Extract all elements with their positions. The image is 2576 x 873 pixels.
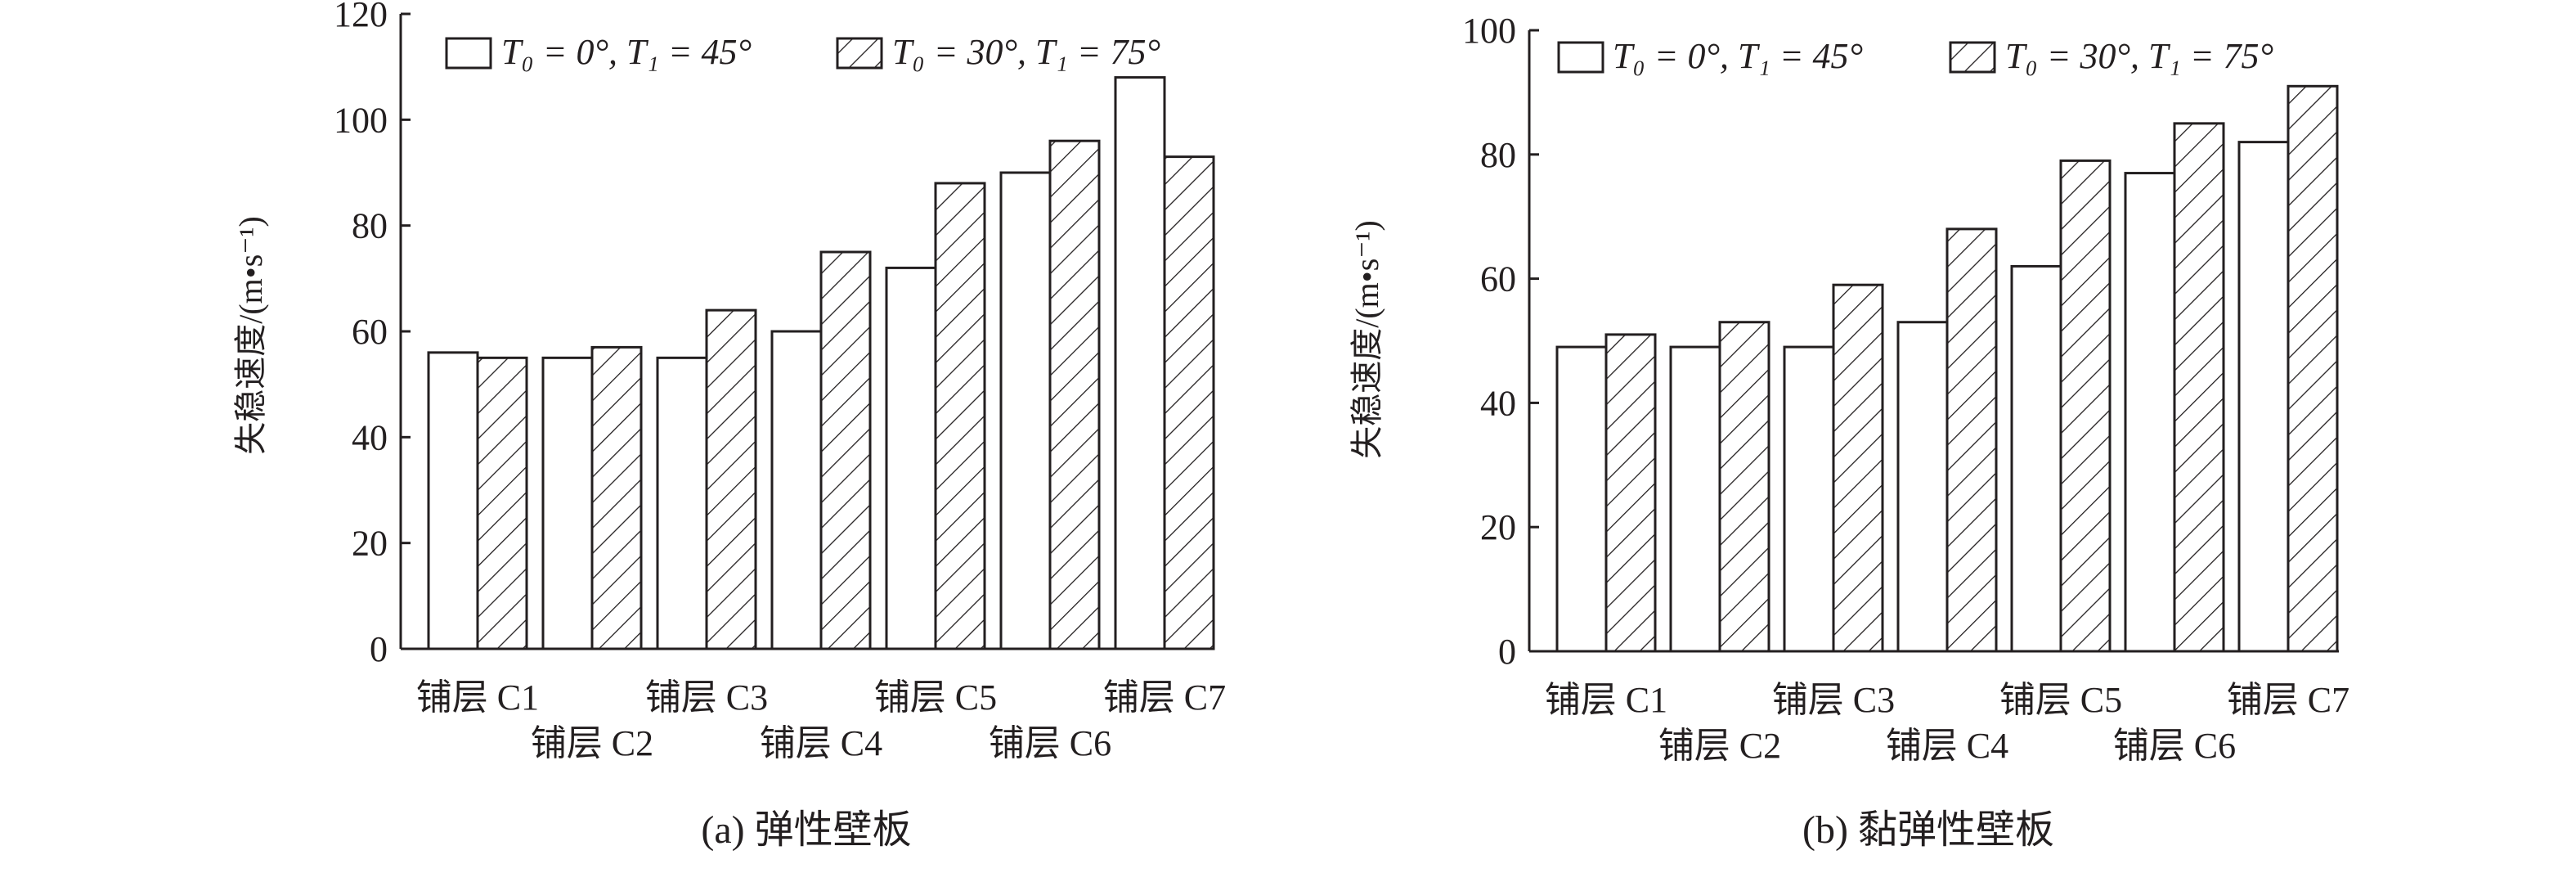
chart-a-x-category-label: 铺层 C1 <box>416 677 539 718</box>
chart-a-x-category-label: 铺层 C7 <box>1103 677 1226 718</box>
chart-a-bar-plain <box>427 351 479 650</box>
chart-b-caption: (b) 黏弹性壁板 <box>1802 808 2054 852</box>
chart-b-bar-hatched <box>2173 122 2225 653</box>
chart-a-legend-swatch-plain <box>445 37 492 70</box>
chart-b-ylabel: 失稳速度/(m•s⁻¹) <box>1349 220 1385 459</box>
chart-a-bar-hatched <box>705 308 757 650</box>
chart-a-y-tick-label: 120 <box>334 0 388 34</box>
chart-b-bar-plain <box>1555 345 1608 653</box>
chart-b-y-tick-label: 100 <box>1462 11 1516 51</box>
chart-b-y-tick-label: 60 <box>1480 259 1516 299</box>
chart-b-bar-plain <box>2124 172 2176 653</box>
chart-b-y-tick-label: 0 <box>1498 632 1516 672</box>
chart-a-x-category-label: 铺层 C4 <box>760 723 882 763</box>
chart-a-bar-hatched <box>1048 139 1101 650</box>
chart-a-x-category-label: 铺层 C6 <box>989 723 1111 763</box>
chart-b-x-category-label: 铺层 C5 <box>1999 680 2122 720</box>
chart-a-bar-hatched <box>934 182 986 650</box>
chart-a-bar-plain <box>885 266 937 650</box>
chart-a-bars <box>427 76 1215 650</box>
chart-b-bar-hatched <box>1604 333 1657 653</box>
chart-a-bar-plain <box>999 171 1052 650</box>
chart-b-x-category-label: 铺层 C1 <box>1545 680 1667 720</box>
chart-b-bar-hatched <box>2059 159 2112 653</box>
chart-b-x-category-label: 铺层 C4 <box>1886 726 2008 766</box>
chart-b-x-category-label: 铺层 C2 <box>1658 726 1781 766</box>
chart-a-legend: T₀ = 0°, T₁ = 45° T₀ = 30°, T₁ = 75° <box>445 32 1160 72</box>
chart-a-bar-hatched <box>819 250 872 650</box>
chart-b-bar-hatched <box>1718 321 1770 653</box>
chart-a-x-category-label: 铺层 C5 <box>874 677 997 718</box>
chart-b-y-tick-label: 20 <box>1480 507 1516 547</box>
chart-b-y-tick-label: 80 <box>1480 135 1516 175</box>
chart-b-bars <box>1555 84 2339 653</box>
chart-b-x-category-label: 铺层 C6 <box>2113 726 2236 766</box>
chart-b-y-tick-label: 40 <box>1480 383 1516 423</box>
chart-a-legend-label-hatched: T₀ = 30°, T₁ = 75° <box>892 32 1160 72</box>
chart-a-bar-hatched <box>1163 155 1215 650</box>
chart-b-bar-plain <box>1783 345 1835 653</box>
chart-a-ylabel: 失稳速度/(m•s⁻¹) <box>232 216 269 455</box>
chart-a-bar-hatched <box>476 356 528 650</box>
chart-a-bar-plain <box>770 330 823 650</box>
chart-a-bar-hatched <box>590 345 643 650</box>
chart-b-x-category-label: 铺层 C3 <box>1772 680 1895 720</box>
chart-b-bar-plain <box>1896 321 1949 653</box>
chart-a-y-tick-label: 80 <box>352 206 388 246</box>
chart-a-y-tick-label: 20 <box>352 524 388 564</box>
chart-b-x-category-label: 铺层 C7 <box>2227 680 2349 720</box>
chart-a-legend-label-plain: T₀ = 0°, T₁ = 45° <box>501 32 752 72</box>
chart-b-legend: T₀ = 0°, T₁ = 45° T₀ = 30°, T₁ = 75° <box>1557 36 2273 76</box>
chart-elastic-panel: 失稳速度/(m•s⁻¹) (a) 弹性壁板 T₀ = 0°, T₁ = 45° … <box>232 0 1226 852</box>
chart-b-legend-swatch-plain <box>1557 41 1604 74</box>
chart-a-y-tick-label: 40 <box>352 417 388 457</box>
chart-a-bar-plain <box>1114 76 1166 650</box>
chart-b-legend-label-plain: T₀ = 0°, T₁ = 45° <box>1613 36 1863 76</box>
chart-b-bar-hatched <box>2287 84 2339 653</box>
chart-b-legend-label-hatched: T₀ = 30°, T₁ = 75° <box>2005 36 2273 76</box>
chart-a-caption: (a) 弹性壁板 <box>701 808 911 852</box>
chart-viscoelastic-panel: 失稳速度/(m•s⁻¹) (b) 黏弹性壁板 T₀ = 0°, T₁ = 45°… <box>1349 11 2349 852</box>
chart-a-y-tick-label: 0 <box>370 629 388 669</box>
chart-b-bar-hatched <box>1945 227 1998 653</box>
chart-a-bar-plain <box>541 356 594 650</box>
chart-a-y-tick-label: 100 <box>334 100 388 140</box>
chart-a-y-tick-label: 60 <box>352 312 388 352</box>
chart-b-bar-plain <box>2010 264 2062 653</box>
chart-a-bar-plain <box>656 356 708 650</box>
chart-b-bar-plain <box>2237 141 2290 653</box>
chart-b-bar-hatched <box>1832 283 1884 653</box>
chart-b-legend-swatch-hatched <box>1949 41 1996 74</box>
chart-a-x-category-label: 铺层 C3 <box>645 677 768 718</box>
chart-a-x-category-label: 铺层 C2 <box>531 723 653 763</box>
chart-b-bar-plain <box>1669 345 1721 653</box>
chart-a-legend-swatch-hatched <box>836 37 883 70</box>
